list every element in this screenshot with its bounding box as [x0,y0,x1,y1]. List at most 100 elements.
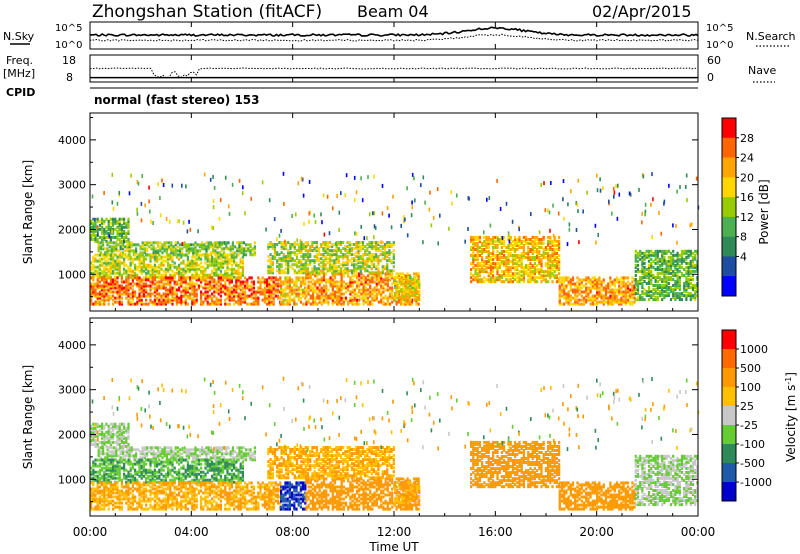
power-cell [103,296,106,300]
power-cell [140,271,143,275]
power-cell [250,292,253,296]
power-cell [212,247,215,251]
power-cell [233,298,236,302]
power-cell [141,174,143,179]
power-cell [136,273,139,277]
power-cell [593,302,597,306]
power-cell [514,235,517,239]
power-cell [667,271,670,275]
power-cell [544,274,547,278]
power-cell [123,231,126,235]
power-cell [563,284,566,288]
power-cell [353,263,356,267]
power-cell [116,276,119,280]
colorbar-swatch [722,256,736,277]
power-cell [549,248,552,251]
power-cell [96,282,99,286]
power-cell [136,278,139,282]
power-cell [304,271,307,275]
power-cell [116,261,119,265]
power-cell [90,219,93,223]
power-cell [184,253,187,257]
power-cell [560,284,564,288]
power-cell [101,237,104,241]
power-cell [411,200,413,205]
power-cell [665,276,668,279]
power-cell [171,257,174,261]
power-cell [284,257,288,261]
power-cell [304,278,307,282]
power-cell [219,271,222,275]
power-cell [212,199,215,204]
power-cell [322,288,326,292]
power-cell [261,276,264,280]
power-cell [569,296,572,300]
power-cell [663,257,666,261]
power-cell [105,273,108,277]
power-cell [654,280,657,283]
power-cell [368,251,371,255]
power-cell [565,284,568,288]
power-cell [209,245,212,249]
power-cell [214,249,217,253]
power-cell [191,286,194,290]
power-cell [643,267,646,271]
power-cell [371,280,374,284]
power-cell [678,286,681,289]
power-cell [348,251,351,255]
power-cell [219,288,222,292]
power-cell [197,286,200,290]
power-cell [413,280,416,284]
power-cell [641,211,643,216]
power-cell [667,265,670,269]
power-cell [507,266,510,270]
power-cell [131,284,134,288]
power-cell [683,251,686,255]
power-cell [555,262,558,266]
power-cell [409,276,412,279]
power-cell [207,241,210,245]
power-cell [197,284,200,288]
power-cell [215,261,218,265]
power-cell [284,294,287,298]
power-cell [547,241,550,245]
power-cell [574,294,577,298]
power-cell [472,246,475,249]
power-cell [103,191,105,195]
power-cell [553,276,556,280]
power-cell [317,249,321,253]
power-cell [190,249,193,253]
power-cell [618,286,621,290]
power-cell [109,296,112,300]
power-cell [322,269,325,273]
power-cell [476,258,479,262]
power-cell [641,292,644,296]
power-cell [224,292,227,296]
power-cell [396,296,399,300]
power-cell [130,241,133,245]
power-cell [215,267,218,271]
power-cell [184,278,187,282]
power-cell [600,296,603,300]
power-cell [355,294,359,298]
power-cell [558,280,561,284]
power-cell [317,259,321,263]
power-cell [383,247,387,251]
power-cell [676,292,679,296]
power-cell [109,221,112,225]
power-cell [547,208,549,213]
power-cell [585,298,588,302]
power-cell [641,282,644,285]
power-cell [329,284,332,288]
power-cell [478,274,481,278]
power-cell [331,284,334,288]
power-cell [121,253,124,257]
power-cell [304,265,307,269]
power-cell [366,300,370,304]
velocity-cell [94,434,97,438]
power-cell [481,258,484,262]
power-cell [585,292,588,296]
power-cell [483,264,486,268]
power-cell [357,259,360,263]
power-cell [298,261,301,265]
